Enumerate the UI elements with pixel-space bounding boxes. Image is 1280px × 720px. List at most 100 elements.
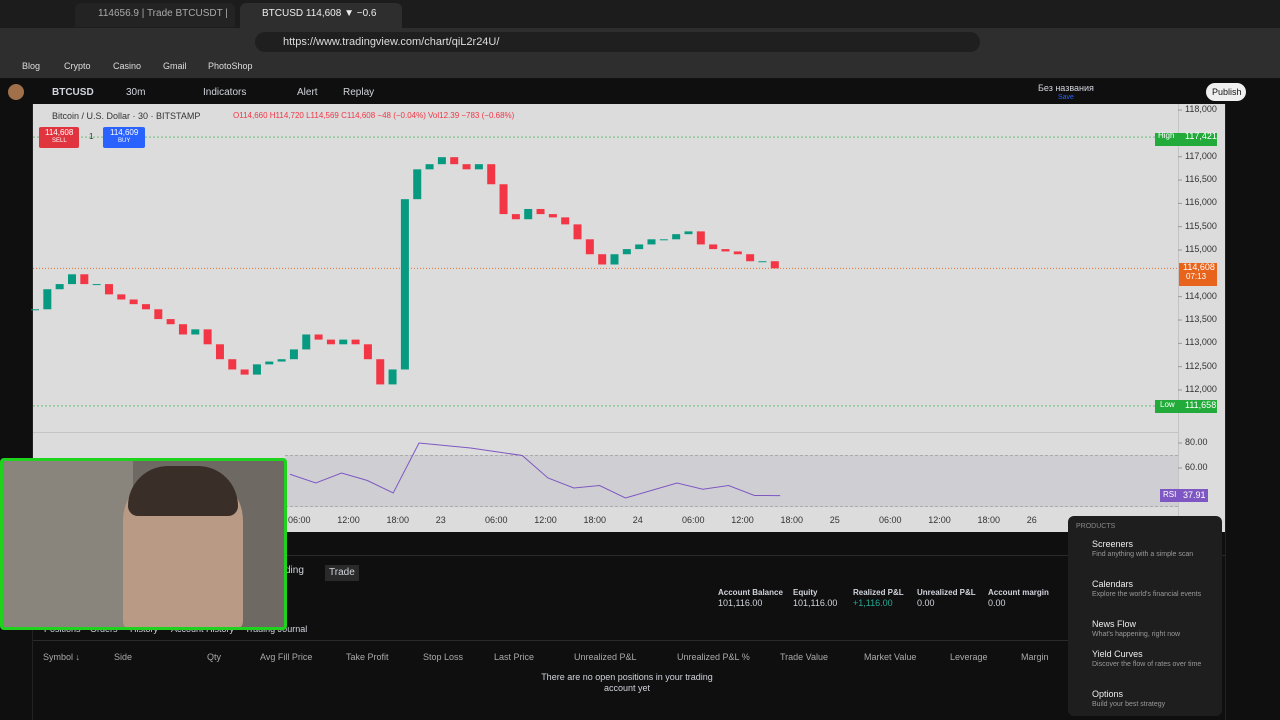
menu-heading: PRODUCTS (1076, 523, 1116, 530)
candle (154, 309, 163, 320)
publish-button[interactable] (1206, 83, 1246, 101)
toolbar-item: Alert (297, 87, 318, 98)
candle (499, 184, 508, 215)
x-tick-label: 12:00 (337, 515, 360, 525)
candle (388, 369, 397, 385)
x-tick-label: 12:00 (534, 515, 557, 525)
column-header: Unrealized P&L % (677, 652, 750, 662)
stat-value: 0.00 (988, 598, 1006, 608)
high-label (1155, 133, 1217, 146)
menu-item[interactable]: News Flow (1092, 619, 1137, 629)
bookmark: Gmail (163, 61, 187, 71)
candle (43, 289, 52, 310)
url-box[interactable] (255, 32, 980, 52)
candle (721, 249, 730, 252)
column-header: Side (114, 652, 133, 662)
candle (548, 214, 557, 218)
countdown: 07:13 (1186, 272, 1207, 282)
tab-active[interactable] (240, 3, 402, 28)
products-menu: PRODUCTS Screeners Find anything with a si… (1068, 516, 1222, 716)
rsi-label (1160, 489, 1208, 502)
candle (696, 231, 705, 245)
tab[interactable] (75, 3, 235, 27)
candle (585, 239, 594, 255)
stat-value: 101,116.00 (718, 598, 763, 608)
url: https://www.tradingview.com/chart/qiL2r2… (283, 36, 500, 48)
candle (598, 254, 607, 265)
toolbar-item: Replay (343, 87, 375, 98)
webcam-wall (3, 461, 133, 627)
candle (351, 339, 360, 345)
stat-label: Realized P&L (853, 588, 904, 597)
candle (425, 164, 434, 170)
sell-price: 114,608 (45, 128, 74, 137)
candle (376, 359, 385, 385)
menu-item[interactable]: Options (1092, 689, 1124, 699)
candle (104, 284, 113, 295)
stat-label: Account margin (988, 588, 1049, 597)
candle (191, 329, 200, 335)
last-price: 114,608 (1183, 262, 1215, 273)
x-tick-label: 12:00 (928, 515, 951, 525)
y-tick-label: 116,500 (1185, 174, 1217, 185)
bookmark: Crypto (64, 61, 91, 71)
legend-ohlc: O114,660 H114,720 L114,569 C114,608 −48 … (233, 111, 426, 120)
candle (203, 329, 212, 345)
candle (215, 344, 224, 360)
candle (450, 157, 459, 165)
menu-desc: Find anything with a simple scan (1092, 551, 1194, 558)
x-tick-label: 18:00 (386, 515, 410, 525)
column-header: Take Profit (346, 652, 389, 662)
price-axis-border (1178, 104, 1179, 532)
tab-title: 114656.9 | Trade BTCUSDT | Bybit (98, 8, 228, 19)
menu-item[interactable]: Calendars (1092, 579, 1134, 589)
avatar[interactable] (8, 84, 24, 100)
candle (314, 334, 323, 340)
candle (610, 254, 619, 265)
column-header: Market Value (864, 652, 917, 662)
low-label (1155, 400, 1217, 413)
column-header: Symbol ↓ (43, 652, 81, 662)
stat-value: +1,116.00 (853, 598, 893, 608)
candle (524, 208, 533, 220)
x-tick-label: 18:00 (780, 515, 804, 525)
stat-label: Account Balance (718, 588, 783, 597)
candle (117, 294, 126, 300)
y-tick-label: 112,500 (1185, 360, 1217, 371)
stat-label: Unrealized P&L (917, 588, 976, 597)
x-tick-label: 06:00 (879, 515, 902, 525)
buy-button[interactable] (103, 127, 145, 148)
buy: BUY (118, 138, 131, 144)
candle (709, 244, 718, 250)
candle (647, 239, 656, 245)
column-header: Qty (207, 652, 222, 662)
price-label (1179, 263, 1217, 286)
layout-name: Без названия (1038, 83, 1094, 93)
legend-title: Bitcoin / U.S. Dollar · 30 · BITSTAMP (52, 111, 201, 121)
menu-desc: Explore the world's financial events (1092, 591, 1202, 598)
bookmark: Blog (22, 61, 41, 71)
x-tick-label: 06:00 (288, 515, 311, 525)
stat-value: 0.00 (917, 598, 935, 608)
sell-button[interactable] (39, 127, 79, 148)
x-tick-label: 18:00 (583, 515, 607, 525)
candle (289, 349, 298, 360)
y-tick-label: 116,000 (1185, 197, 1217, 208)
y-tick-label: 117,000 (1185, 150, 1217, 161)
low-value: 111,658 (1185, 399, 1217, 410)
panel-tab: Trade (325, 565, 359, 581)
menu-item[interactable]: Yield Curves (1092, 649, 1143, 659)
publish: Publish (1212, 87, 1242, 97)
menu-item[interactable]: Screeners (1092, 539, 1134, 549)
rsi-name: RSI (1163, 490, 1177, 499)
stat-value: 101,116.00 (793, 598, 838, 608)
candle (770, 261, 779, 269)
candle (635, 244, 644, 250)
stat-label: Equity (793, 588, 818, 597)
bookmarks-bar (0, 56, 1280, 79)
candle (141, 304, 150, 310)
tab-title: BTCUSD 114,608 ▼ −0.68% Без на (262, 8, 377, 19)
